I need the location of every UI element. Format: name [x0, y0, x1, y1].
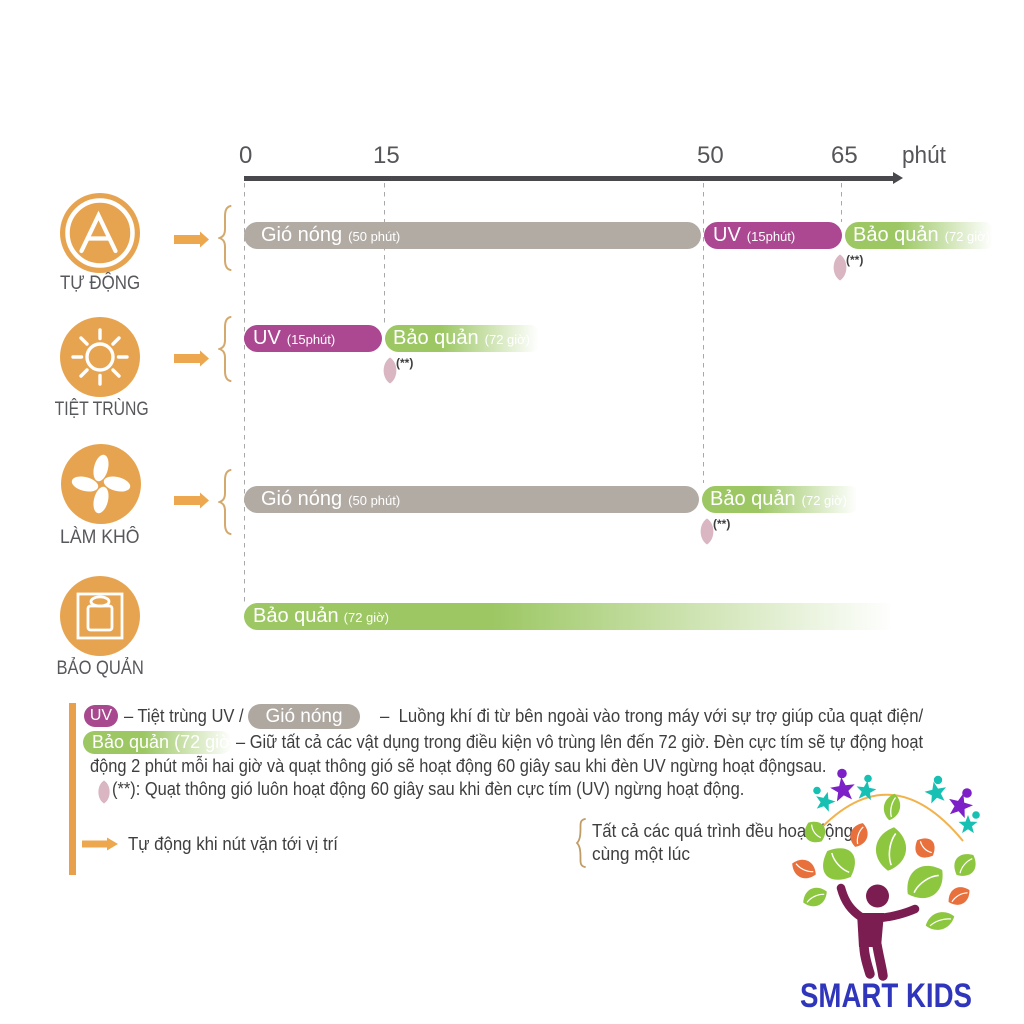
- svg-text:SMART KIDS: SMART KIDS: [800, 977, 972, 1015]
